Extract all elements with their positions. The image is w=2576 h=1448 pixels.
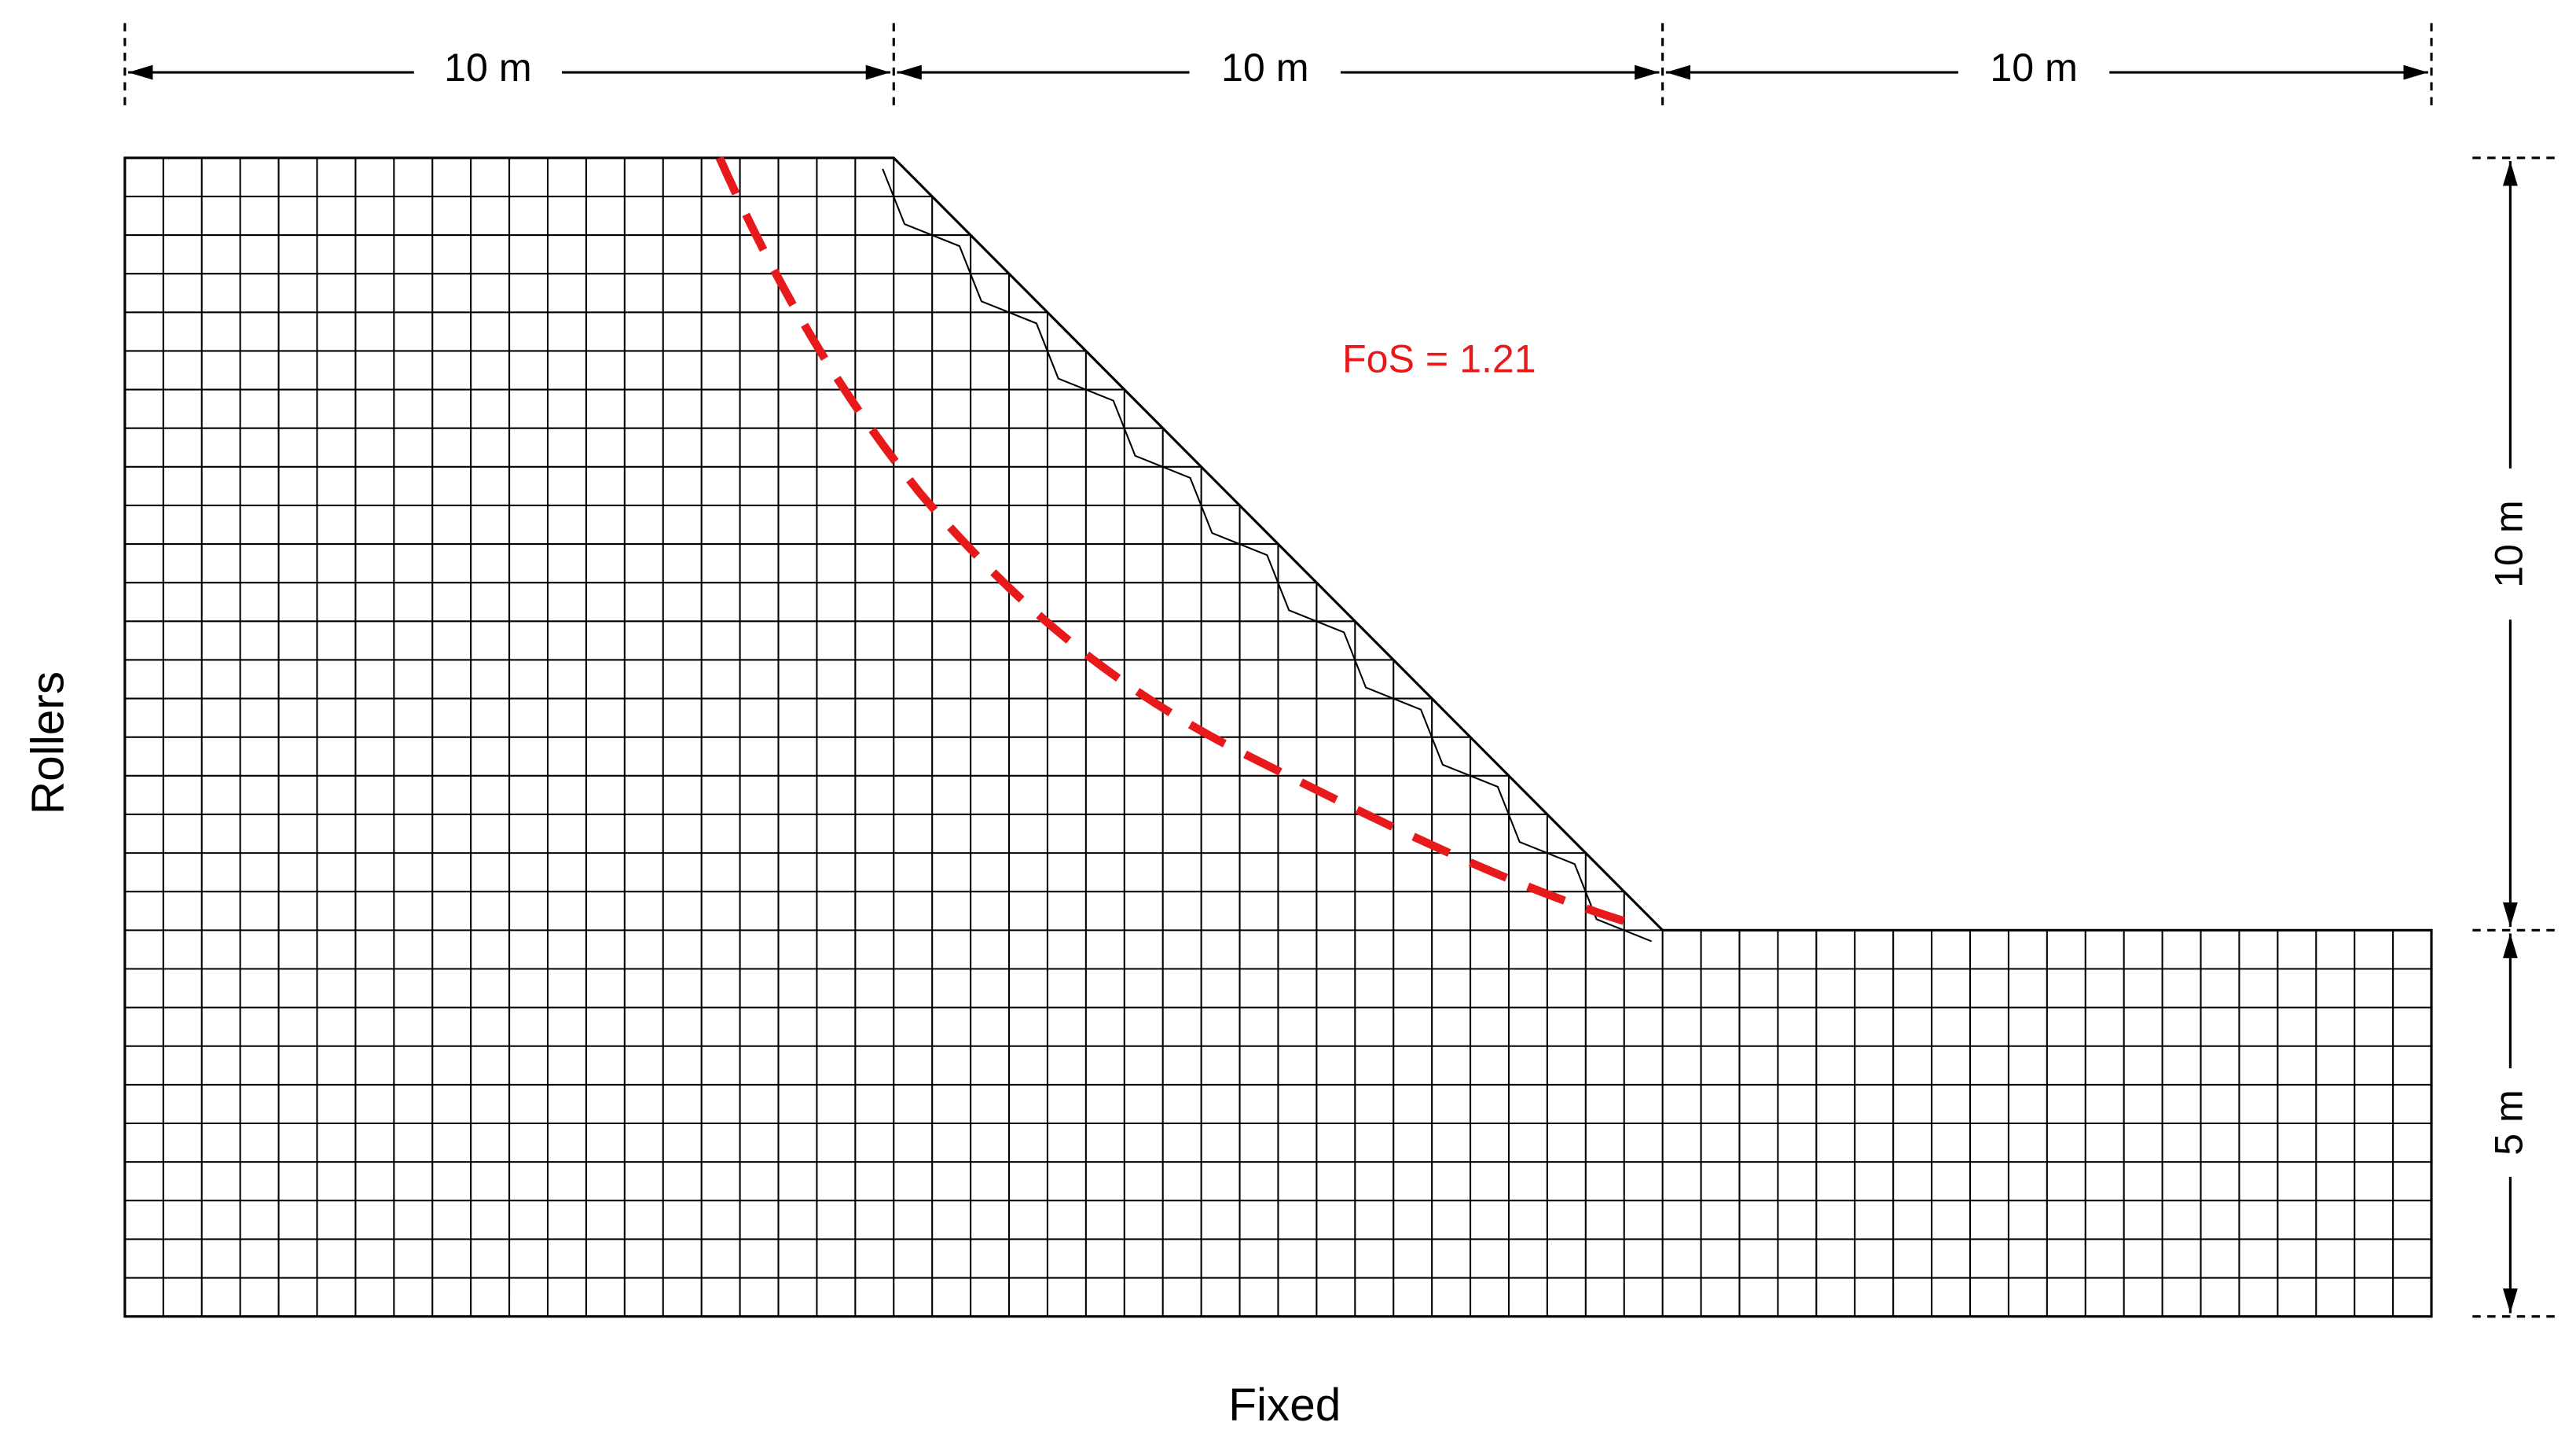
- dim-label: 10 m: [1221, 46, 1309, 90]
- boundary-left: Rollers: [22, 671, 73, 814]
- dim-ticks: [123, 23, 2560, 1318]
- dim-label: 10 m: [2487, 500, 2531, 588]
- mesh: [124, 157, 2432, 1317]
- mesh-band: [882, 168, 1652, 943]
- dim-lines: [128, 64, 2518, 1314]
- dim-label: 10 m: [444, 46, 532, 90]
- boundary-bottom: Fixed: [1228, 1380, 1341, 1431]
- dim-label: 5 m: [2487, 1090, 2531, 1156]
- mesh-lines: [124, 157, 2432, 1317]
- dim-label: 10 m: [1990, 46, 2078, 90]
- soil-outline: [123, 156, 2433, 1318]
- slip-surface: [715, 156, 1639, 930]
- fos-label: FoS = 1.21: [1342, 336, 1536, 380]
